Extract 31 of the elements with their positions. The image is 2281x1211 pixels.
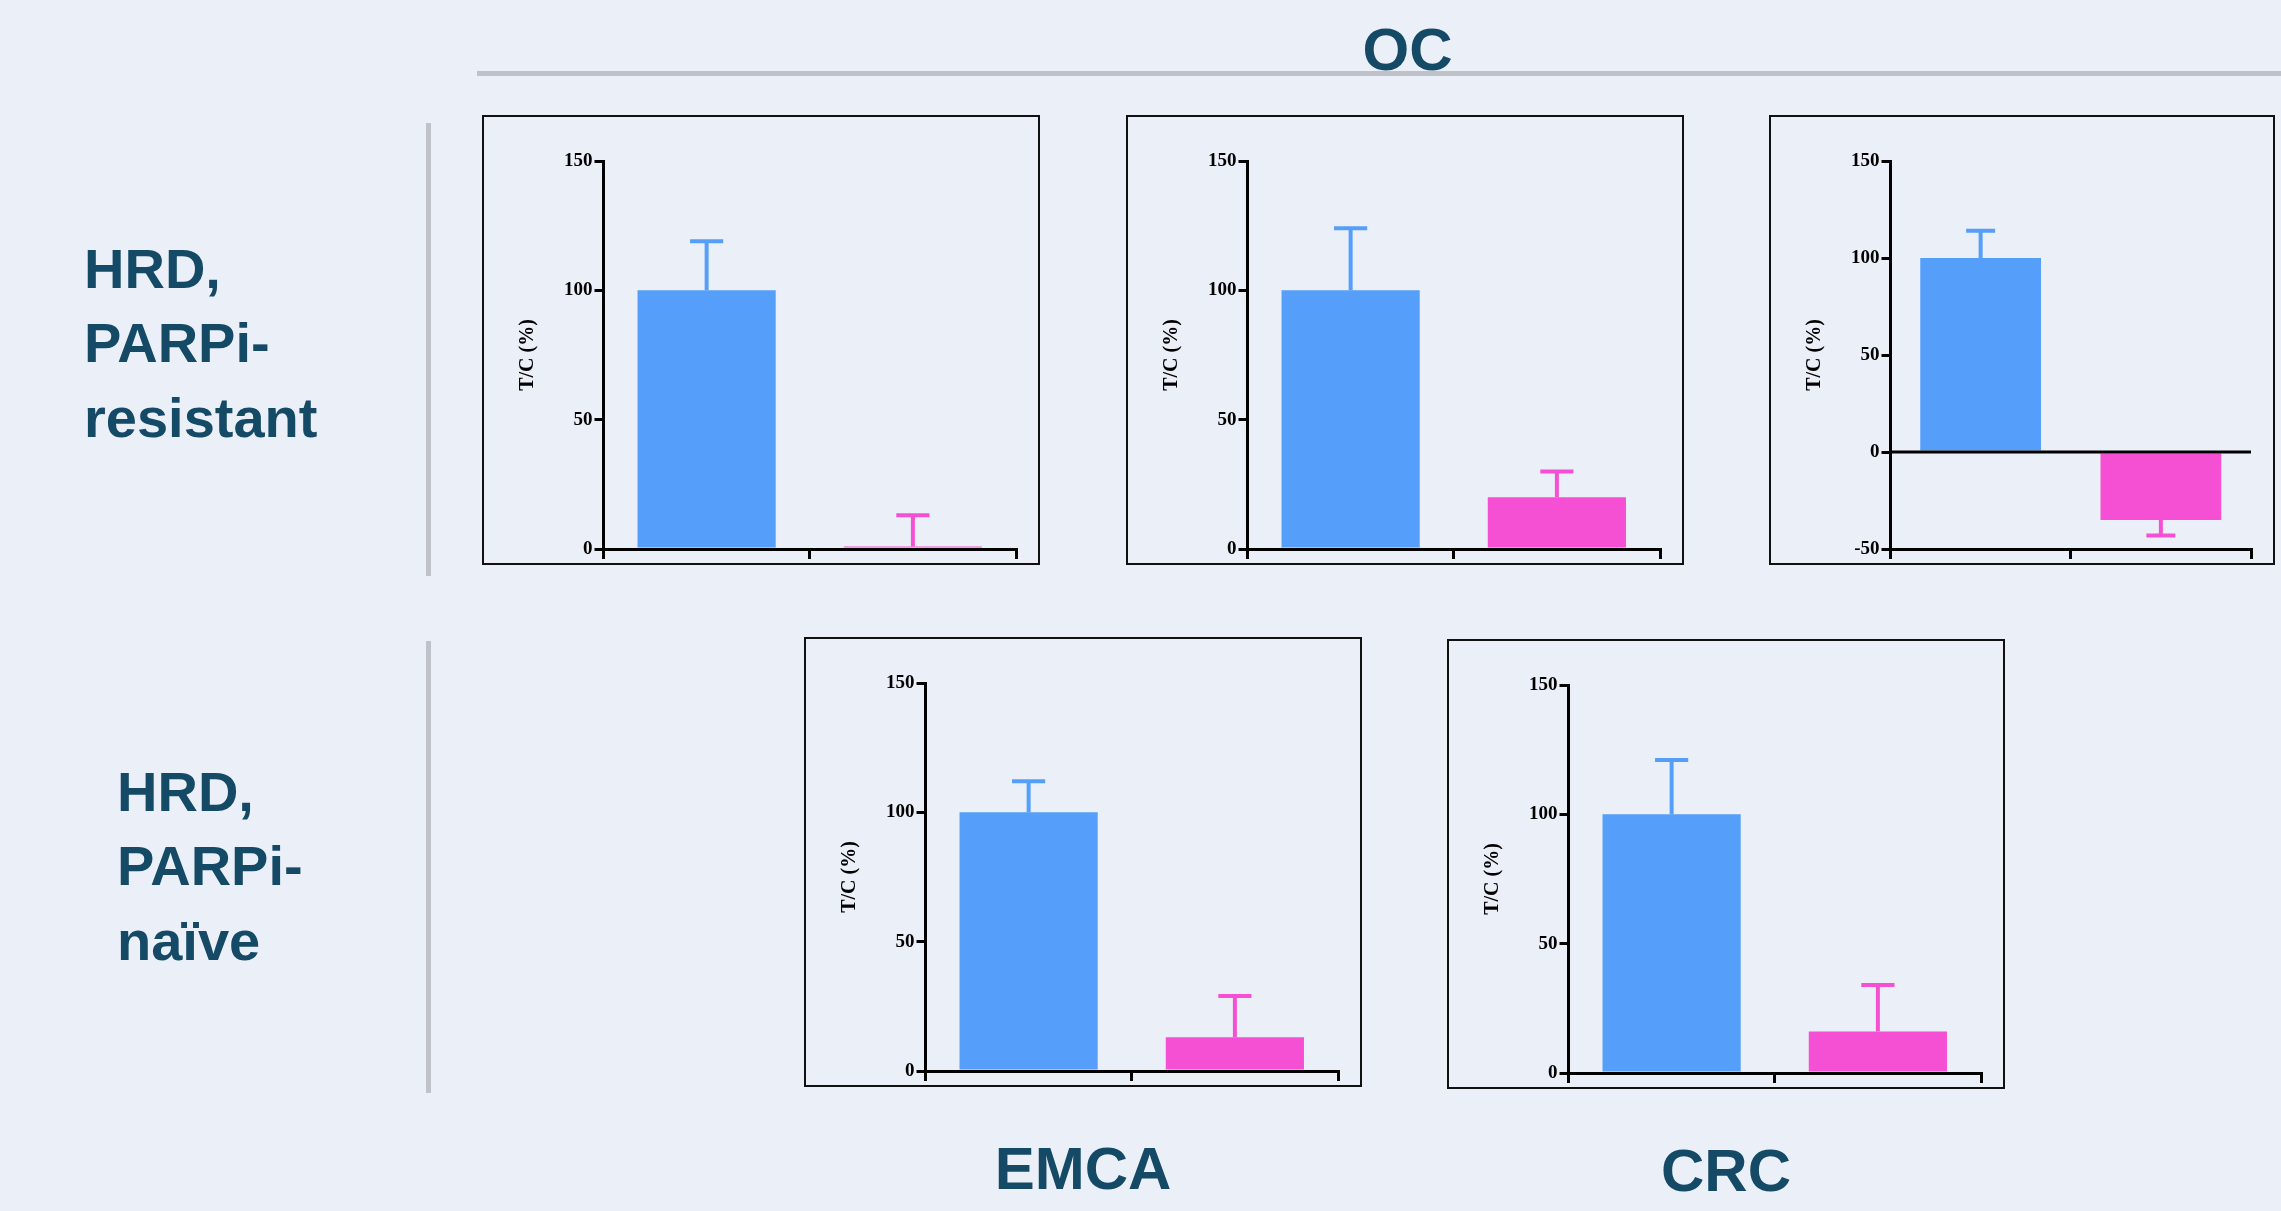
y-tick-label: 100 [1529, 802, 1558, 824]
y-axis-title: T/C (%) [1480, 843, 1504, 915]
text: HRD, PARPi-naïve [117, 759, 304, 974]
y-tick-label: 100 [1208, 278, 1237, 300]
y-tick-label: 50 [1860, 342, 1880, 364]
y-tick-label: 150 [1208, 148, 1237, 170]
y-tick-label: 50 [895, 929, 915, 951]
text: HRD, PARPi-resistant [84, 236, 319, 451]
y-tick-label: 50 [573, 407, 593, 429]
y-tick-label: 100 [1851, 245, 1880, 267]
y-axis-title: T/C (%) [1802, 319, 1826, 391]
y-tick-label: 50 [1217, 407, 1237, 429]
y-tick-label: 100 [564, 278, 593, 300]
y-axis-title: T/C (%) [837, 841, 861, 913]
y-tick-label: 0 [905, 1058, 915, 1080]
y-tick-label: -50 [1854, 536, 1880, 558]
y-tick-label: 0 [1870, 439, 1880, 461]
y-tick-label: 0 [1227, 536, 1237, 558]
y-axis-title: T/C (%) [515, 319, 539, 391]
y-tick-label: 150 [1851, 148, 1880, 170]
text: OC [1361, 15, 1454, 85]
x-axis-title: CRC [1660, 1136, 1792, 1206]
y-tick-label: 100 [886, 800, 915, 822]
y-tick-label: 150 [564, 148, 593, 170]
x-axis-title: EMCA [993, 1134, 1173, 1204]
y-tick-label: 50 [1538, 931, 1558, 953]
y-tick-label: 150 [886, 670, 915, 692]
y-axis-title: T/C (%) [1159, 319, 1183, 391]
y-tick-label: 150 [1529, 672, 1558, 694]
y-tick-label: 0 [1548, 1060, 1558, 1082]
y-tick-label: 0 [583, 536, 593, 558]
